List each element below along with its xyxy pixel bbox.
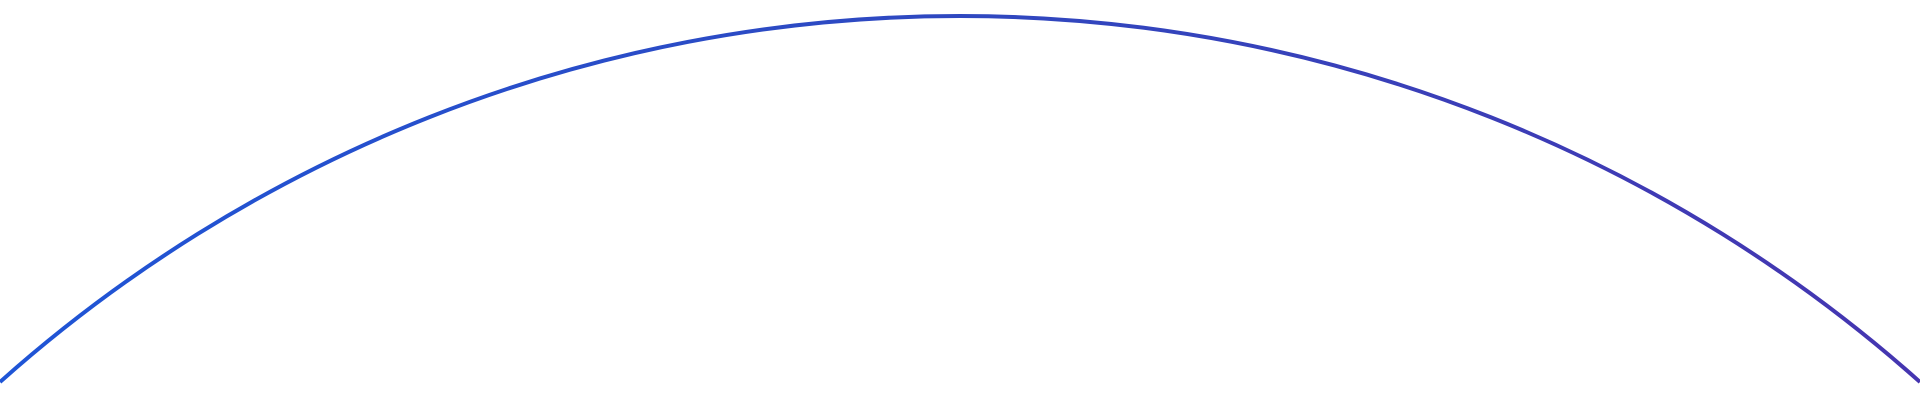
decorative-arc bbox=[0, 14, 1920, 384]
